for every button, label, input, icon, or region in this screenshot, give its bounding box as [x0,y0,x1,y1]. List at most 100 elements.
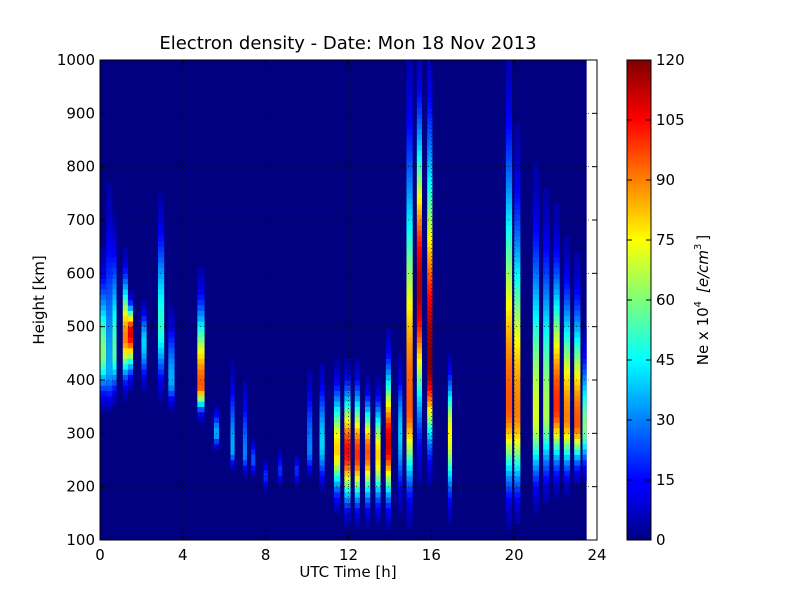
heatmap-cell [574,454,581,461]
heatmap-cell [112,348,117,354]
heatmap-cell [197,289,205,295]
heatmap-cell [574,476,581,482]
heatmap-cell [543,252,550,258]
heatmap-cell [505,172,513,178]
heatmap-cell [398,417,403,423]
heatmap-cell [563,294,571,301]
heatmap-cell [122,316,128,322]
heatmap-cell [122,289,128,295]
heatmap-cell [127,294,134,301]
heatmap-cell [354,374,360,381]
heatmap-cell [553,236,560,242]
heatmap-cell [406,438,413,445]
heatmap-cell [307,380,313,386]
heatmap-cell [416,198,423,205]
heatmap-cell [553,444,560,450]
heatmap-cell [354,358,360,365]
heatmap-cell [406,214,413,221]
heatmap-cell [112,305,117,311]
heatmap-cell [543,321,550,327]
heatmap-cell [563,444,571,450]
heatmap-cell [106,262,113,269]
heatmap-cell [582,374,587,381]
colorbar-tick-label: 75 [656,231,675,249]
heatmap-cell [319,486,325,493]
heatmap-cell [319,465,325,471]
heatmap-cell [563,326,571,333]
heatmap-cell [505,134,513,141]
heatmap-cell [197,316,205,322]
heatmap-cell [416,406,423,413]
heatmap-cell [157,385,165,391]
heatmap-cell [514,140,521,146]
heatmap-cell [553,241,560,247]
heatmap-cell [230,449,235,455]
heatmap-cell [230,433,235,439]
heatmap-cell [100,321,107,327]
heatmap-cell [319,380,325,386]
heatmap-cell [532,502,540,509]
heatmap-cell [582,348,587,354]
heatmap-cell [106,204,113,210]
heatmap-cell [406,476,413,482]
heatmap-cell [563,390,571,397]
heatmap-cell [427,284,433,290]
heatmap-cell [122,385,128,391]
heatmap-cell [112,310,117,317]
heatmap-cell [582,433,587,439]
heatmap-cell [447,412,453,418]
heatmap-cell [532,412,540,418]
heatmap-cell [532,508,540,514]
heatmap-cell [100,252,107,258]
heatmap-cell [197,380,205,386]
heatmap-cell [157,300,165,306]
heatmap-cell [416,300,423,306]
heatmap-cell [197,385,205,391]
heatmap-cell [354,422,360,429]
heatmap-cell [334,422,341,429]
heatmap-cell [122,252,128,258]
heatmap-cell [385,412,391,418]
heatmap-cell [365,497,371,503]
heatmap-cell [334,481,341,487]
heatmap-cell [365,374,371,381]
heatmap-cell [553,364,560,370]
heatmap-cell [344,454,351,461]
heatmap-cell [406,497,413,503]
heatmap-cell [427,113,433,119]
heatmap-cell [334,417,341,423]
heatmap-cell [354,492,360,498]
heatmap-cell [375,454,381,461]
heatmap-cell [553,358,560,365]
y-tick-label: 600 [66,264,95,282]
heatmap-cell [416,113,423,119]
heatmap-cell [514,369,521,375]
heatmap-cell [532,449,540,455]
heatmap-cell [553,481,560,487]
heatmap-cell [406,364,413,370]
heatmap-cell [406,102,413,109]
heatmap-cell [553,460,560,466]
heatmap-cell [532,220,540,226]
heatmap-cell [385,422,391,429]
y-tick-label: 1000 [57,51,95,69]
heatmap-cell [514,374,521,381]
heatmap-cell [112,289,117,295]
heatmap-cell [242,406,248,413]
heatmap-cell [197,353,205,359]
heatmap-cell [406,348,413,354]
heatmap-cell [278,454,283,461]
heatmap-cell [406,412,413,418]
heatmap-cell [505,214,513,221]
heatmap-cell [213,444,220,450]
heatmap-cell [344,492,351,498]
heatmap-cell [505,316,513,322]
chart-title: Electron density - Date: Mon 18 Nov 2013 [159,33,536,54]
heatmap-cell [398,492,403,498]
heatmap-cell [365,444,371,450]
heatmap-cell [385,353,391,359]
heatmap-cell [514,294,521,301]
heatmap-cell [385,524,391,530]
heatmap-cell [365,508,371,514]
heatmap-cell [406,380,413,386]
